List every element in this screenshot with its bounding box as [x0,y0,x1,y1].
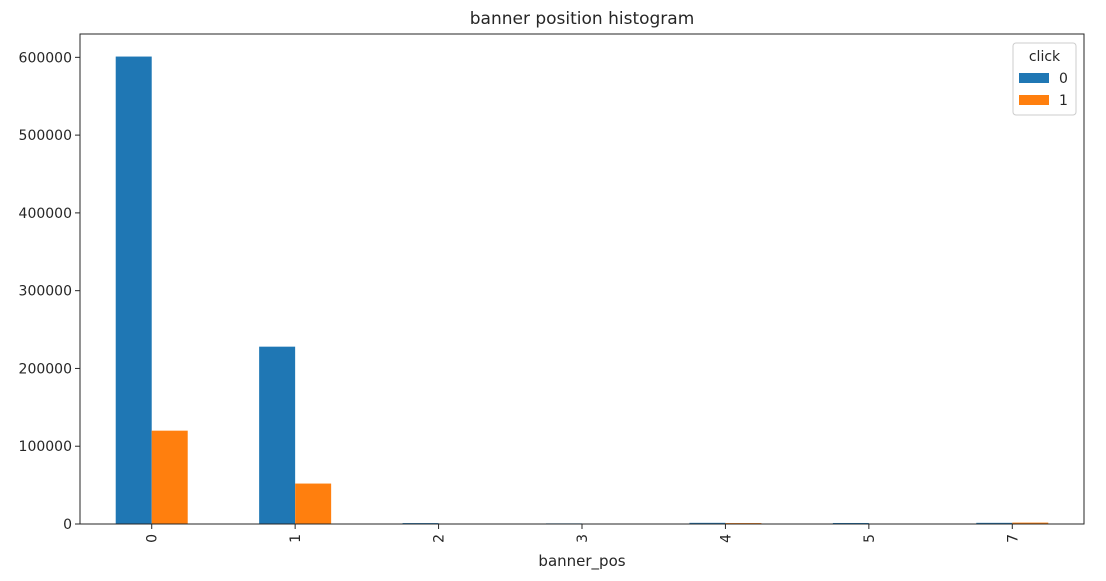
x-tick-label: 0 [145,534,161,543]
bar-series-0-cat-7 [976,522,1013,524]
x-tick-label: 7 [1005,534,1021,543]
x-tick-label: 3 [575,534,591,543]
y-tick-label: 200000 [19,361,72,377]
legend-label: 1 [1059,93,1068,109]
bar-series-1-cat-0 [151,430,188,524]
x-tick-label: 5 [862,534,878,543]
plot-frame [79,33,1085,525]
legend: click 0 1 [1012,42,1077,116]
legend-label: 0 [1059,71,1068,87]
bar-series-0-cat-4 [689,522,726,524]
x-axis: 0 1 2 3 4 5 7 [145,524,1021,543]
x-axis-title: banner_pos [538,552,625,571]
bar-series-1-cat-1 [295,483,332,524]
bar-series-0-cat-5 [832,522,869,524]
bar-series-0-cat-1 [259,346,296,524]
chart-title: banner position histogram [470,9,695,29]
y-tick-label: 100000 [19,439,72,455]
y-axis: 0 100000 200000 300000 400000 500000 600000 [19,50,80,533]
x-tick-label: 4 [718,534,734,543]
y-tick-label: 300000 [19,284,72,300]
plot-area [79,33,1085,525]
y-tick-label: 400000 [19,206,72,222]
bar-series-0-cat-0 [115,56,152,525]
bar-series-1-cat-7 [1012,522,1049,524]
x-tick-label: 1 [288,534,304,543]
legend-swatch-1 [1019,95,1049,105]
legend-swatch-0 [1019,73,1049,83]
x-tick-label: 2 [432,534,448,543]
y-tick-label: 0 [63,517,72,533]
y-tick-label: 600000 [19,50,72,66]
y-tick-label: 500000 [19,128,72,144]
legend-title: click [1029,49,1061,65]
